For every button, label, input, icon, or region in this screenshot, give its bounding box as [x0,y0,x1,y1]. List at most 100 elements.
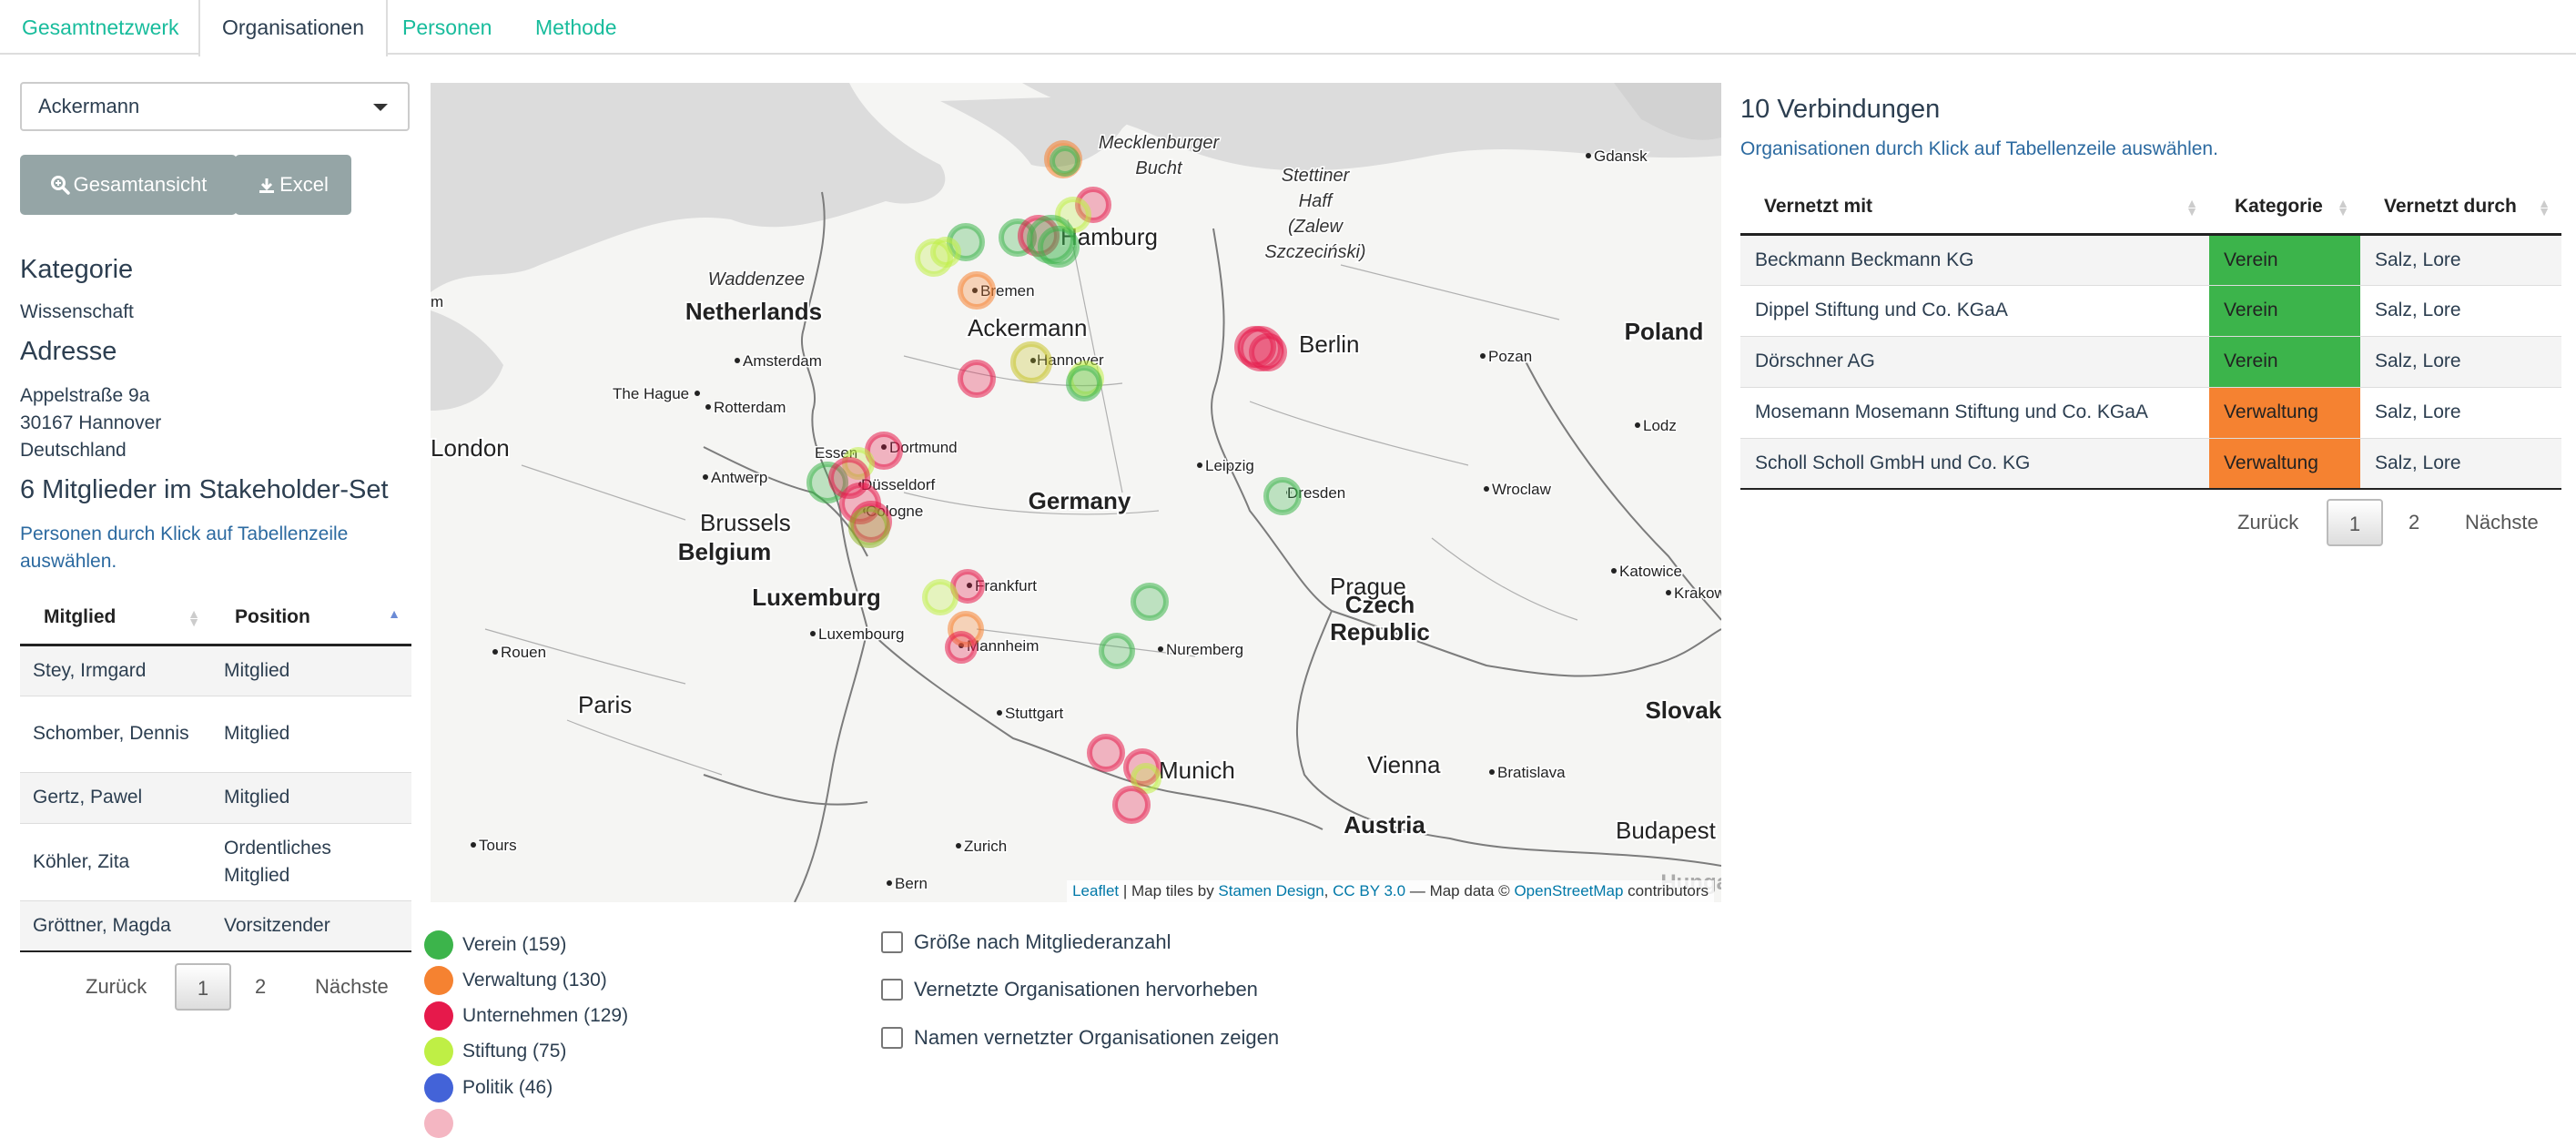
members-table: Mitglied ▲ ▼ Position ▲ Stey, Irmgard Mitgl… [20,592,411,952]
tab-gesamtnetzwerk[interactable]: Gesamtnetzwerk [22,15,179,39]
map-label-mannheim: Mannheim [967,637,1039,655]
map-label-czech: Czech [1345,591,1415,618]
map[interactable]: Mecklenburger Bucht Stettiner Haff (Zale… [431,83,1721,902]
table-row[interactable]: Köhler, Zita Ordentliches Mitglied [20,822,411,900]
map-label-dusseldorf: Düsseldorf [861,476,936,493]
tab-organisationen[interactable]: Organisationen [198,0,388,56]
map-label-london: London [431,434,510,462]
map-marker[interactable] [1112,786,1151,824]
connection-durch: Salz, Lore [2360,437,2561,490]
option-size-by-members[interactable]: Größe nach Mitgliederanzahl [881,929,1171,956]
map-label-bratislava: Bratislava [1497,764,1566,781]
map-label-dortmund: Dortmund [889,439,958,456]
checkbox[interactable] [881,1027,903,1049]
map-marker[interactable] [1050,146,1080,177]
map-label-berlin: Berlin [1299,330,1359,358]
member-position: Vorsitzender [211,899,411,952]
legend-stiftung: Stiftung (75) [424,1036,566,1067]
connections-heading: 10 Verbindungen [1740,95,1941,124]
osm-link[interactable]: OpenStreetMap [1514,882,1624,899]
option-highlight-connected[interactable]: Vernetzte Organisationen hervorheben [881,976,1258,1003]
legend-verwaltung: Verwaltung (130) [424,965,607,996]
map-marker[interactable] [958,360,996,398]
caret-down-icon [373,104,388,111]
map-marker[interactable] [1234,326,1276,368]
table-row[interactable]: Gröttner, Magda Vorsitzender [20,899,411,952]
map-label-antwerp: Antwerp [711,469,767,486]
excel-button[interactable]: Excel [235,155,351,215]
map-attribution: Leaflet | Map tiles by Stamen Design, CC… [1067,880,1714,902]
pager-next[interactable]: Nächste [2465,511,2539,533]
table-row[interactable]: Stey, Irmgard Mitglied [20,644,411,696]
map-marker[interactable] [1131,763,1161,794]
map-label-katowice: Katowice [1619,563,1682,580]
tab-personen[interactable]: Personen [402,15,492,39]
map-label-waddenzee: Waddenzee [708,269,805,290]
pager-page-2[interactable]: 2 [255,975,267,998]
legend-dot [424,966,453,996]
map-marker[interactable] [1099,633,1135,669]
legend-verein: Verein (159) [424,930,566,960]
map-marker[interactable] [1131,583,1169,621]
map-label-vienna: Vienna [1367,751,1441,778]
map-label-prague: Prague [1330,573,1406,600]
checkbox[interactable] [881,979,903,1001]
map-marker[interactable] [1263,477,1302,515]
organisation-select-value: Ackermann [38,95,140,117]
map-label-stettiner: Stettiner [1282,166,1351,186]
map-marker[interactable] [1010,341,1052,383]
map-label-mecklenburger: Mecklenburger [1099,133,1221,153]
kategorie-value: Wissenschaft [20,301,134,322]
table-row[interactable]: Mosemann Mosemann Stiftung und Co. KGaA … [1740,386,2561,438]
map-label-szczecinski: Szczeciński) [1264,242,1365,262]
map-marker[interactable] [930,237,961,268]
map-label-republic: Republic [1330,618,1430,645]
map-label-leipzig: Leipzig [1205,457,1254,474]
map-label-krakow: Krakow [1674,584,1721,602]
pager-page-1[interactable]: 1 [2327,499,2383,546]
member-position: Ordentliches Mitglied [211,822,411,900]
table-row[interactable]: Schomber, Dennis Mitglied [20,695,411,772]
stamen-link[interactable]: Stamen Design [1218,882,1324,899]
table-row[interactable]: Dippel Stiftung und Co. KGaA Verein Salz… [1740,284,2561,336]
pager-prev[interactable]: Zurück [86,975,147,998]
map-marker[interactable] [1066,365,1102,401]
address-line-1: Appelstraße 9a [20,385,150,406]
pager-prev[interactable]: Zurück [2237,511,2299,533]
map-marker[interactable] [922,579,958,615]
option-show-names[interactable]: Namen vernetzter Organisationen zeigen [881,1024,1279,1052]
map-marker[interactable] [1038,226,1080,268]
map-marker[interactable] [848,506,890,548]
map-marker[interactable] [1075,187,1111,223]
column-header-kategorie[interactable]: Kategorie ▲ ▼ [2209,181,2360,236]
connections-pager: Zurück 1 2 Nächste [2212,499,2567,548]
map-label-rouen: Rouen [501,644,546,661]
address-line-3: Deutschland [20,440,127,461]
column-header-mitglied[interactable]: Mitglied ▲ ▼ [20,592,211,646]
connection-name: Mosemann Mosemann Stiftung und Co. KGaA [1740,386,2209,438]
table-row[interactable]: Beckmann Beckmann KG Verein Salz, Lore [1740,233,2561,285]
map-marker[interactable] [1087,734,1125,772]
map-label-amsterdam: Amsterdam [743,352,822,370]
table-row[interactable]: Gertz, Pawel Mitglied [20,771,411,823]
organisation-select[interactable]: Ackermann [20,82,410,131]
map-marker[interactable] [945,631,978,664]
pager-page-2[interactable]: 2 [2409,511,2420,533]
checkbox[interactable] [881,931,903,953]
legend-dot-partial [424,1109,453,1138]
map-marker[interactable] [958,271,996,310]
map-label-paris: Paris [578,691,632,718]
column-header-position[interactable]: Position ▲ [211,592,411,646]
leaflet-link[interactable]: Leaflet [1072,882,1120,899]
column-header-vernetzt-mit[interactable]: Vernetzt mit ▲ ▼ [1740,181,2209,236]
table-row[interactable]: Dörschner AG Verein Salz, Lore [1740,335,2561,387]
cc-link[interactable]: CC BY 3.0 [1333,882,1406,899]
pager-page-1[interactable]: 1 [175,963,231,1011]
column-header-vernetzt-durch[interactable]: Vernetzt durch ▲ ▼ [2360,181,2561,236]
pager-next[interactable]: Nächste [315,975,389,998]
tab-methode[interactable]: Methode [535,15,617,39]
overview-button[interactable]: Gesamtansicht [20,155,237,215]
table-row[interactable]: Scholl Scholl GmbH und Co. KG Verwaltung… [1740,437,2561,490]
map-label-stuttgart: Stuttgart [1005,705,1064,722]
map-label-luxemburg: Luxemburg [752,584,881,611]
